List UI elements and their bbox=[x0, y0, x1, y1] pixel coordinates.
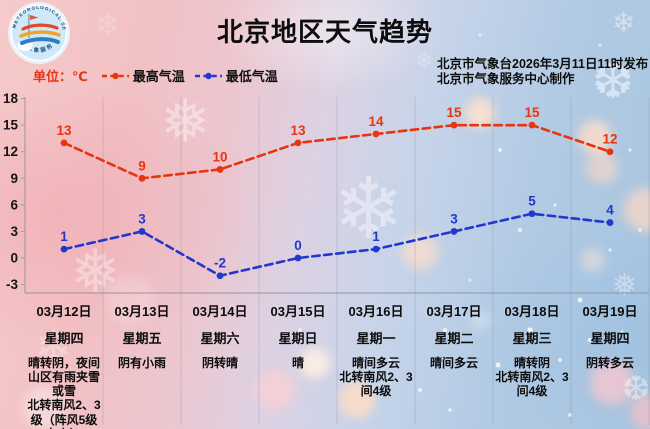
svg-text:-3: -3 bbox=[6, 277, 18, 292]
day-weekday: 星期日 bbox=[278, 331, 318, 346]
issue-info: 北京市气象台2026年3月11日11时发布 北京市气象服务中心制作 bbox=[437, 57, 648, 87]
day-weather: 晴转阴，夜间山区有雨夹雪或雪 bbox=[27, 356, 100, 399]
svg-text:3: 3 bbox=[138, 211, 146, 226]
svg-text:13: 13 bbox=[290, 123, 306, 138]
svg-text:10: 10 bbox=[212, 149, 227, 164]
day-date: 03月12日 bbox=[36, 304, 92, 319]
svg-text:3: 3 bbox=[450, 211, 458, 226]
svg-text:1: 1 bbox=[372, 229, 380, 244]
day-wind: 北转南风2、3级（阵风5级左右） bbox=[27, 398, 101, 429]
svg-text:5: 5 bbox=[528, 194, 536, 209]
legend: 单位：℃ 最高气温 最低气温 bbox=[33, 66, 288, 85]
day-weekday: 星期一 bbox=[356, 331, 396, 346]
svg-text:15: 15 bbox=[446, 105, 462, 120]
svg-text:13: 13 bbox=[56, 123, 72, 138]
day-weather: 晴间多云 bbox=[351, 356, 400, 370]
day-cell: 03月19日 星期四 阴转多云 bbox=[571, 298, 649, 429]
svg-text:1: 1 bbox=[60, 229, 68, 244]
day-weather: 阴转多云 bbox=[585, 356, 634, 370]
day-date: 03月17日 bbox=[426, 304, 482, 319]
day-weather: 阴有小雨 bbox=[117, 356, 166, 370]
day-cell: 03月14日 星期六 阴转晴 bbox=[181, 298, 259, 429]
forecast-table: 03月12日 星期四 晴转阴，夜间山区有雨夹雪或雪 北转南风2、3级（阵风5级左… bbox=[25, 298, 649, 429]
day-cell: 03月15日 星期日 晴 bbox=[259, 298, 337, 429]
meteorological-service-logo-icon: METEOROLOGICAL SERVICE 气象服务 bbox=[7, 1, 70, 64]
issue-line-1: 北京市气象台2026年3月11日11时发布 bbox=[437, 57, 649, 71]
svg-text:15: 15 bbox=[3, 118, 19, 133]
day-date: 03月18日 bbox=[504, 304, 560, 319]
svg-text:9: 9 bbox=[10, 171, 18, 186]
day-weekday: 星期四 bbox=[590, 331, 630, 346]
svg-text:9: 9 bbox=[138, 158, 146, 173]
svg-text:0: 0 bbox=[10, 251, 18, 266]
day-date: 03月15日 bbox=[270, 304, 326, 319]
day-cell: 03月13日 星期五 阴有小雨 bbox=[103, 298, 181, 429]
day-weather: 阴转晴 bbox=[201, 356, 238, 370]
day-weekday: 星期二 bbox=[434, 331, 474, 346]
svg-text:18: 18 bbox=[3, 91, 19, 106]
day-weekday: 星期六 bbox=[200, 331, 240, 346]
svg-text:-2: -2 bbox=[214, 256, 226, 271]
day-weather: 晴间多云 bbox=[429, 356, 478, 370]
day-weekday: 星期四 bbox=[44, 331, 84, 346]
svg-text:3: 3 bbox=[10, 224, 18, 239]
day-weekday: 星期五 bbox=[122, 331, 162, 346]
day-date: 03月13日 bbox=[114, 304, 170, 319]
day-cell: 03月12日 星期四 晴转阴，夜间山区有雨夹雪或雪 北转南风2、3级（阵风5级左… bbox=[25, 298, 103, 429]
day-wind: 北转南风2、3间4级 bbox=[495, 370, 569, 399]
legend-label-min: 最低气温 bbox=[225, 69, 278, 84]
day-weather: 晴转阴 bbox=[513, 356, 550, 370]
svg-text:4: 4 bbox=[606, 203, 614, 218]
day-date: 03月14日 bbox=[192, 304, 248, 319]
day-weather: 晴 bbox=[291, 356, 304, 370]
day-weekday: 星期三 bbox=[512, 331, 552, 346]
svg-text:15: 15 bbox=[524, 105, 540, 120]
day-cell: 03月17日 星期二 晴间多云 bbox=[415, 298, 493, 429]
day-wind: 北转南风2、3间4级 bbox=[339, 370, 413, 399]
legend-label-max: 最高气温 bbox=[132, 69, 185, 84]
day-date: 03月19日 bbox=[582, 304, 638, 319]
legend-item-max: 最高气温 bbox=[101, 66, 185, 85]
svg-text:12: 12 bbox=[602, 132, 617, 147]
min-temp-line-icon bbox=[194, 72, 222, 79]
svg-text:14: 14 bbox=[368, 114, 384, 129]
unit-label: 单位：℃ bbox=[33, 69, 88, 84]
page-title: 北京地区天气趋势 bbox=[216, 17, 433, 47]
svg-text:0: 0 bbox=[294, 238, 302, 253]
day-cell: 03月18日 星期三 晴转阴 北转南风2、3间4级 bbox=[493, 298, 571, 429]
max-temp-line-icon bbox=[101, 72, 129, 79]
day-cell: 03月16日 星期一 晴间多云 北转南风2、3间4级 bbox=[337, 298, 415, 429]
issue-line-2: 北京市气象服务中心制作 bbox=[437, 72, 575, 86]
day-date: 03月16日 bbox=[348, 304, 404, 319]
svg-text:6: 6 bbox=[10, 197, 18, 212]
legend-item-min: 最低气温 bbox=[194, 66, 278, 85]
svg-text:12: 12 bbox=[3, 144, 18, 159]
